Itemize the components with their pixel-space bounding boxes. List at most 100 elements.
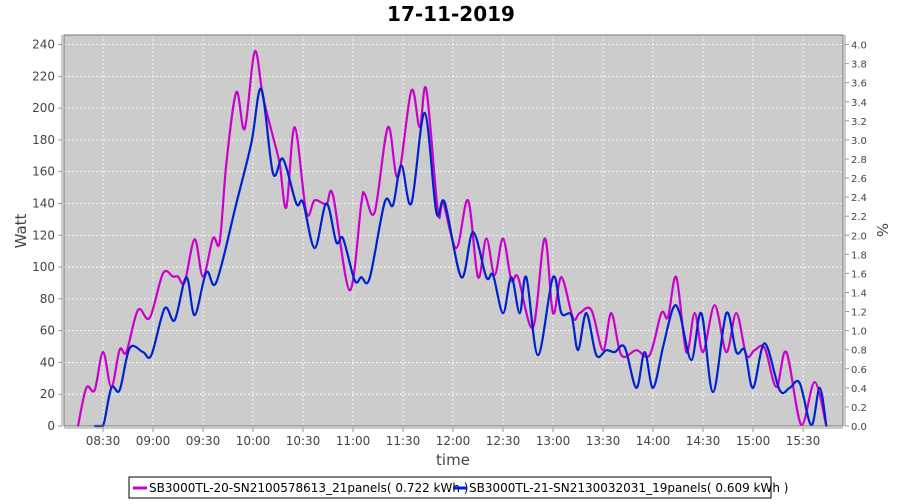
data-point [660, 312, 663, 315]
y-tick-label: 100 [32, 260, 55, 274]
x-tick-label: 09:30 [186, 434, 221, 448]
data-point [410, 202, 413, 205]
series-line-2 [94, 87, 828, 428]
data-point [148, 316, 151, 319]
data-point [485, 276, 488, 279]
data-point [775, 386, 778, 389]
data-point [225, 162, 228, 165]
data-point [360, 202, 363, 205]
data-point [543, 237, 546, 240]
x-tick-label: 14:30 [686, 434, 721, 448]
series-line-1 [76, 50, 828, 427]
data-point [335, 241, 338, 244]
y2-tick-label: 1.4 [851, 288, 867, 299]
data-point [235, 202, 238, 205]
data-point [313, 199, 316, 202]
x-tick-label: 09:00 [136, 434, 171, 448]
x-tick-label: 13:30 [586, 434, 621, 448]
data-point [250, 142, 253, 145]
y2-tick-label: 2.6 [851, 174, 867, 185]
y2-ticks: 0.0 0.2 0.4 0.6 0.8 1.0 1.2 1.4 1.6 1.8 2.0 2.2 2.4 2… [845, 41, 867, 433]
data-point [392, 204, 394, 207]
data-point [172, 275, 174, 278]
data-point [578, 312, 581, 315]
x-ticks: 08:30 09:00 09:30 10:00 10:30 11:00 11:30 12:00… [86, 428, 821, 448]
y-tick-label: 160 [32, 165, 55, 179]
data-point [373, 211, 376, 214]
data-point [332, 194, 334, 197]
x-tick-label: 15:00 [736, 434, 771, 448]
data-point [162, 272, 164, 275]
data-point [360, 276, 363, 279]
y-tick-label: 200 [32, 101, 55, 115]
data-point [818, 386, 821, 389]
data-point [778, 389, 781, 392]
legend-label-1: SB3000TL-20-SN2100578613_21panels( 0.722… [149, 481, 468, 495]
data-point [753, 349, 756, 352]
data-point [477, 276, 479, 279]
y-tick-label: 0 [47, 419, 55, 433]
data-point [735, 312, 738, 315]
data-point [125, 351, 128, 354]
data-point [620, 354, 623, 357]
data-point [485, 237, 488, 240]
data-point [690, 359, 693, 362]
y2-tick-label: 0.8 [851, 346, 867, 357]
y-ticks: 0 20 40 60 80 100 120 140 160 180 200 220 240 [32, 38, 62, 433]
x-tick-label: 13:00 [536, 434, 571, 448]
plot-area [64, 35, 843, 426]
data-point [713, 304, 716, 307]
data-point [643, 351, 646, 354]
data-point [353, 279, 356, 282]
y2-tick-label: 3.4 [851, 98, 867, 109]
data-point [517, 276, 519, 279]
y2-tick-label: 2.2 [851, 212, 867, 223]
data-point [725, 351, 728, 354]
data-point [212, 237, 214, 240]
data-point [118, 348, 121, 351]
data-point [595, 354, 598, 357]
data-point [785, 351, 788, 354]
y2-tick-label: 0.4 [851, 384, 867, 395]
data-point [295, 202, 298, 205]
data-point [537, 354, 539, 357]
y-axis-label: Watt [12, 213, 30, 248]
data-point [423, 111, 426, 114]
y2-tick-label: 0.0 [851, 422, 867, 433]
data-point [693, 312, 696, 315]
data-point [492, 274, 494, 277]
data-point [752, 386, 754, 389]
data-point [648, 354, 651, 357]
y2-tick-label: 2.0 [851, 231, 867, 242]
data-point [363, 192, 366, 195]
data-point [467, 199, 469, 202]
y2-tick-label: 3.2 [851, 117, 867, 128]
data-point [518, 312, 521, 315]
x-tick-label: 11:00 [336, 434, 371, 448]
y2-tick-label: 3.8 [851, 60, 867, 71]
x-tick-label: 15:30 [786, 434, 821, 448]
data-point [185, 276, 188, 279]
data-point [652, 386, 654, 389]
y-tick-label: 240 [32, 38, 55, 52]
data-point [272, 135, 274, 138]
data-point [635, 349, 638, 352]
y2-tick-label: 0.6 [851, 365, 867, 376]
data-point [667, 316, 669, 319]
data-point [472, 231, 474, 234]
data-point [577, 349, 579, 352]
data-point [605, 349, 608, 352]
data-point [798, 382, 801, 385]
y-tick-label: 120 [32, 228, 55, 242]
plot-border [63, 34, 844, 427]
data-point [678, 312, 681, 315]
y-tick-label: 80 [40, 292, 55, 306]
data-point [788, 386, 791, 389]
series-lines [76, 50, 828, 428]
data-point [387, 126, 389, 129]
x-tick-label: 11:30 [386, 434, 421, 448]
y2-tick-label: 0.2 [851, 403, 867, 414]
data-point [193, 238, 196, 241]
y-tick-label: 40 [40, 355, 55, 369]
data-point [725, 312, 728, 315]
